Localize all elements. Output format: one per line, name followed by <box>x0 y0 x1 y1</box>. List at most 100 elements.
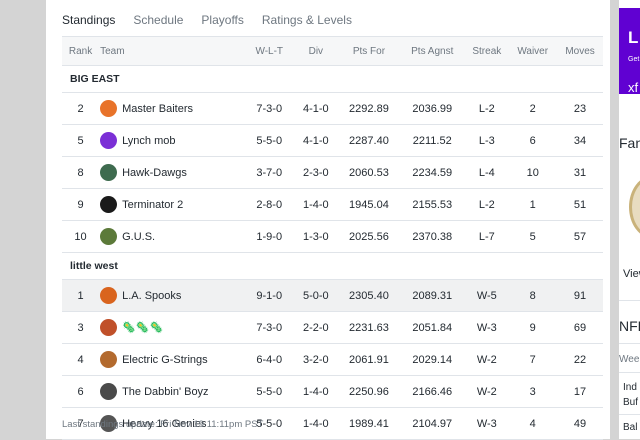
col-div[interactable]: Div <box>292 36 339 66</box>
moves-cell: 34 <box>557 124 603 157</box>
table-row: 5 Lynch mob 5-5-0 4-1-0 2287.40 2211.52 L-3 6 34 <box>62 124 603 157</box>
streak-cell: W-3 <box>465 407 509 440</box>
pts-for-cell: 2305.40 <box>338 279 400 312</box>
table-row: 10 G.U.S. 1-9-0 1-3-0 2025.56 2370.38 L-7 5 57 <box>62 220 603 253</box>
division-name: BIG EAST <box>62 65 603 93</box>
pts-agnst-cell: 2051.84 <box>399 311 466 344</box>
wlt-cell: 6-4-0 <box>245 343 293 376</box>
pts-agnst-cell: 2166.46 <box>399 375 466 408</box>
col-moves[interactable]: Moves <box>557 36 603 66</box>
waiver-cell: 7 <box>508 343 558 376</box>
tab-standings[interactable]: Standings <box>62 13 116 27</box>
team-link[interactable]: L.A. Spooks <box>100 287 244 304</box>
waiver-cell: 4 <box>508 407 558 440</box>
team-logo-icon[interactable] <box>100 319 118 336</box>
team-logo-icon[interactable] <box>100 228 118 245</box>
sidebar-team-ind[interactable]: Ind <box>623 382 637 393</box>
team-link[interactable]: G.U.S. <box>100 228 244 245</box>
sidebar-nfl-heading: NFL <box>619 318 640 334</box>
team-name[interactable]: Electric G-Strings <box>122 353 208 366</box>
team-link[interactable]: 🦠🦠🦠 <box>100 319 244 336</box>
standings-table: Rank Team W-L-T Div Pts For Pts Agnst St… <box>62 36 603 440</box>
team-name[interactable]: L.A. Spooks <box>122 289 182 302</box>
moves-cell: 49 <box>557 407 603 440</box>
team-link[interactable]: Terminator 2 <box>100 196 244 213</box>
div-record-cell: 2-3-0 <box>292 156 339 189</box>
sidebar-view-link[interactable]: View <box>623 268 640 280</box>
sidebar-team-bal[interactable]: Bal <box>623 422 638 433</box>
col-rank[interactable]: Rank <box>62 36 100 66</box>
ad-subtext: Get <box>628 56 640 63</box>
pts-for-cell: 2025.56 <box>338 220 400 253</box>
sidebar-team-buf[interactable]: Buf <box>623 397 639 408</box>
team-link[interactable]: Lynch mob <box>100 132 244 149</box>
col-team[interactable]: Team <box>99 36 246 66</box>
rank-cell: 1 <box>62 279 100 312</box>
ad-banner[interactable]: L Get xf <box>619 8 640 95</box>
col-pts-agnst[interactable]: Pts Agnst <box>399 36 466 66</box>
div-record-cell: 1-4-0 <box>292 375 339 408</box>
col-wlt[interactable]: W-L-T <box>245 36 293 66</box>
moves-cell: 22 <box>557 343 603 376</box>
team-link[interactable]: Hawk-Dawgs <box>100 164 244 181</box>
team-name[interactable]: Hawk-Dawgs <box>122 166 187 179</box>
moves-cell: 51 <box>557 188 603 221</box>
div-record-cell: 2-2-0 <box>292 311 339 344</box>
waiver-cell: 1 <box>508 188 558 221</box>
team-logo-icon[interactable] <box>100 196 118 213</box>
division-header: little west <box>62 252 603 280</box>
pts-agnst-cell: 2089.31 <box>399 279 466 312</box>
pts-for-cell: 1945.04 <box>338 188 400 221</box>
last-update-note: Last standings update: Fri Nov 19 11:11p… <box>62 419 264 430</box>
col-waiver[interactable]: Waiver <box>508 36 558 66</box>
team-name[interactable]: Master Baiters <box>122 102 193 115</box>
rank-cell: 6 <box>62 375 100 408</box>
division-header: BIG EAST <box>62 65 603 93</box>
tab-playoffs[interactable]: Playoffs <box>201 13 244 27</box>
team-cell: Hawk-Dawgs <box>99 156 246 189</box>
wlt-cell: 3-7-0 <box>245 156 293 189</box>
table-row: 9 Terminator 2 2-8-0 1-4-0 1945.04 2155.53 L-2… <box>62 188 603 221</box>
team-link[interactable]: Electric G-Strings <box>100 351 244 368</box>
team-name[interactable]: The Dabbin' Boyz <box>122 385 209 398</box>
waiver-cell: 5 <box>508 220 558 253</box>
team-name[interactable]: Heavy 16 Genies <box>122 417 207 430</box>
waiver-cell: 2 <box>508 92 558 125</box>
table-header: Rank Team W-L-T Div Pts For Pts Agnst St… <box>62 36 603 66</box>
team-name[interactable]: Terminator 2 <box>122 198 184 211</box>
pts-agnst-cell: 2211.52 <box>399 124 466 157</box>
team-logo-icon[interactable] <box>100 415 118 432</box>
rank-cell: 8 <box>62 156 100 189</box>
team-link[interactable]: Heavy 16 Genies <box>100 415 244 432</box>
streak-cell: L-4 <box>465 156 509 189</box>
team-logo-icon[interactable] <box>100 164 118 181</box>
team-logo-icon[interactable] <box>100 383 118 400</box>
team-link[interactable]: Master Baiters <box>100 100 244 117</box>
pts-for-cell: 2060.53 <box>338 156 400 189</box>
team-link[interactable]: The Dabbin' Boyz <box>100 383 244 400</box>
divider <box>619 414 640 415</box>
team-logo-icon[interactable] <box>100 351 118 368</box>
col-pts-for[interactable]: Pts For <box>338 36 400 66</box>
team-name[interactable]: Lynch mob <box>122 134 176 147</box>
team-name[interactable]: 🦠🦠🦠 <box>122 322 164 334</box>
team-name[interactable]: G.U.S. <box>122 230 156 243</box>
pts-agnst-cell: 2234.59 <box>399 156 466 189</box>
sidebar-fan-heading: Fan <box>619 135 640 151</box>
streak-cell: W-2 <box>465 375 509 408</box>
team-cell: L.A. Spooks <box>99 279 246 312</box>
divider <box>619 372 640 373</box>
rank-cell: 10 <box>62 220 100 253</box>
division-name: little west <box>62 252 603 280</box>
tab-schedule[interactable]: Schedule <box>133 13 184 27</box>
col-streak[interactable]: Streak <box>465 36 509 66</box>
tab-ratings-levels[interactable]: Ratings & Levels <box>261 13 352 27</box>
div-record-cell: 1-4-0 <box>292 188 339 221</box>
team-logo-icon[interactable] <box>100 132 118 149</box>
sidebar-week-label: Wee <box>619 354 640 365</box>
team-logo-icon[interactable] <box>100 287 118 304</box>
pts-for-cell: 2250.96 <box>338 375 400 408</box>
team-cell: G.U.S. <box>99 220 246 253</box>
team-logo-icon[interactable] <box>100 100 118 117</box>
pts-agnst-cell: 2036.99 <box>399 92 466 125</box>
